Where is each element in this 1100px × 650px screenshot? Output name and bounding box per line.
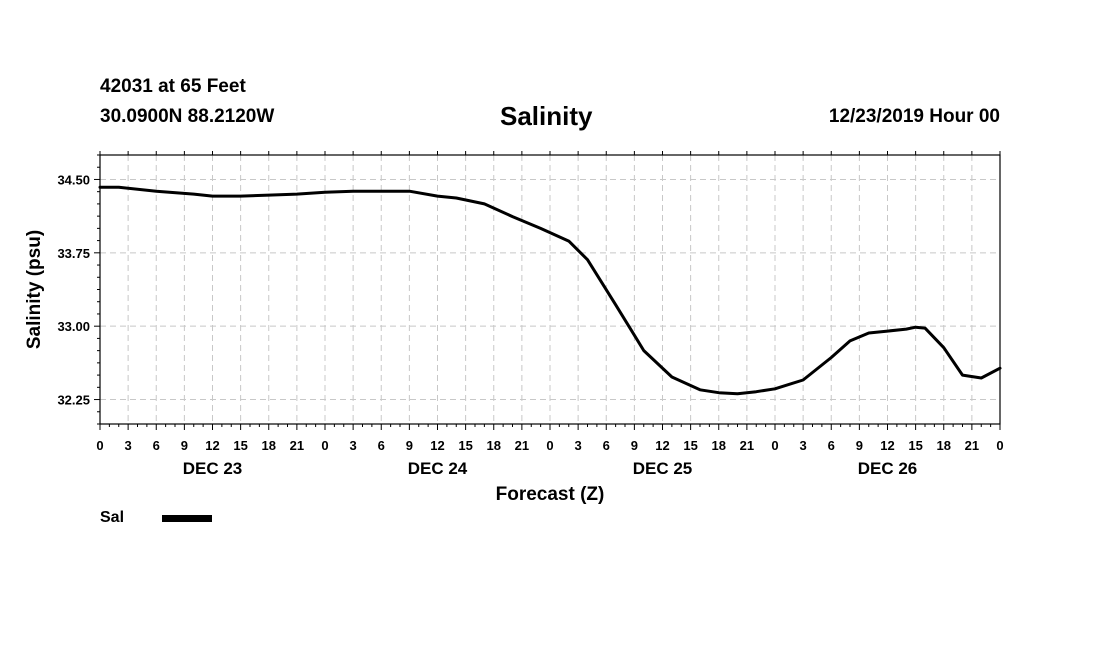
x-tick-label: 12 [880,438,894,453]
x-tick-label: 12 [655,438,669,453]
x-tick-label: 21 [290,438,304,453]
forecast-datetime: 12/23/2019 Hour 00 [828,106,1000,127]
x-tick-label: 21 [965,438,979,453]
x-tick-label: 0 [321,438,328,453]
grid-lines [100,155,1000,424]
x-tick-label: 3 [575,438,582,453]
x-tick-label: 12 [205,438,219,453]
x-axis-title: Forecast (Z) [496,484,605,505]
y-tick-label: 34.50 [57,172,90,187]
legend-label: Sal [100,509,125,526]
x-tick-label: 6 [378,438,385,453]
x-tick-label: 15 [233,438,247,453]
y-axis-title: Salinity (psu) [24,230,45,349]
x-tick-label: 3 [125,438,132,453]
x-tick-label: 3 [800,438,807,453]
series-layer [98,185,1002,396]
legend: Sal [100,509,212,527]
coordinates-label: 30.0900N 88.2120W [100,106,275,127]
salinity-line [98,185,1002,396]
y-tick-label: 33.00 [57,319,90,334]
x-tick-label: 0 [546,438,553,453]
x-tick-label: 18 [937,438,951,453]
x-tick-label: 12 [430,438,444,453]
x-tick-label: 9 [856,438,863,453]
x-tick-label: 6 [153,438,160,453]
x-tick-label: 9 [181,438,188,453]
y-tick-label: 33.75 [57,246,90,261]
x-tick-label: 6 [603,438,610,453]
axes: 0 3 6 9 12 15 18 21 0 3 6 9 12 15 18 21 0 3 6 9 12 15 18 21 0 3 6 9… [57,151,1004,478]
x-tick-label: 0 [996,438,1003,453]
x-tick-label: 18 [712,438,726,453]
x-tick-label: 21 [740,438,754,453]
day-label: DEC 25 [633,459,693,478]
x-tick-label: 15 [908,438,922,453]
day-label: DEC 26 [858,459,918,478]
x-tick-label: 9 [406,438,413,453]
x-tick-label: 18 [262,438,276,453]
y-tick-label: 32.25 [57,393,90,408]
day-label: DEC 23 [183,459,243,478]
x-tick-label: 0 [771,438,778,453]
chart-title: Salinity [500,101,593,131]
day-label: DEC 24 [408,459,468,478]
x-tick-label: 0 [96,438,103,453]
x-tick-label: 6 [828,438,835,453]
x-tick-label: 21 [515,438,529,453]
legend-swatch [162,514,212,522]
x-tick-label: 15 [458,438,472,453]
x-tick-label: 3 [350,438,357,453]
x-tick-label: 15 [683,438,697,453]
x-tick-label: 18 [487,438,501,453]
station-label: 42031 at 65 Feet [100,76,246,97]
x-tick-label: 9 [631,438,638,453]
